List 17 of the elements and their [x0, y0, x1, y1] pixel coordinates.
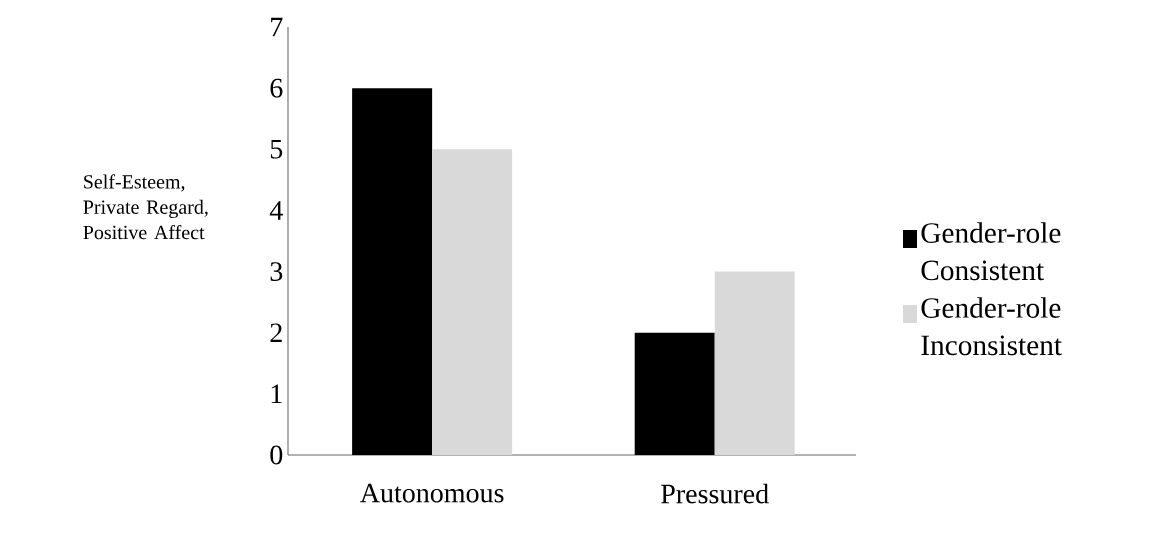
y-tick-label: 2 [270, 323, 282, 342]
bar [634, 332, 715, 455]
legend-label: Gender-role Inconsistent [921, 297, 1062, 356]
bar [432, 149, 513, 455]
bar [714, 271, 795, 455]
legend-label: Gender-role Consistent [921, 222, 1061, 281]
y-tick-label: 4 [269, 201, 283, 220]
x-tick-label: Autonomous [360, 483, 504, 503]
x-tick-label: Pressured [661, 483, 769, 504]
y-tick-label: 0 [270, 445, 283, 465]
y-tick-label: 3 [270, 262, 283, 281]
bar [352, 88, 433, 455]
y-axis-title: Self-Esteem, Private Regard, Positive Affect [83, 174, 208, 240]
y-tick-label: 1 [271, 384, 282, 404]
y-tick-label: 7 [271, 17, 283, 37]
y-tick-label: 5 [270, 139, 283, 159]
y-tick-label: 6 [270, 78, 283, 98]
